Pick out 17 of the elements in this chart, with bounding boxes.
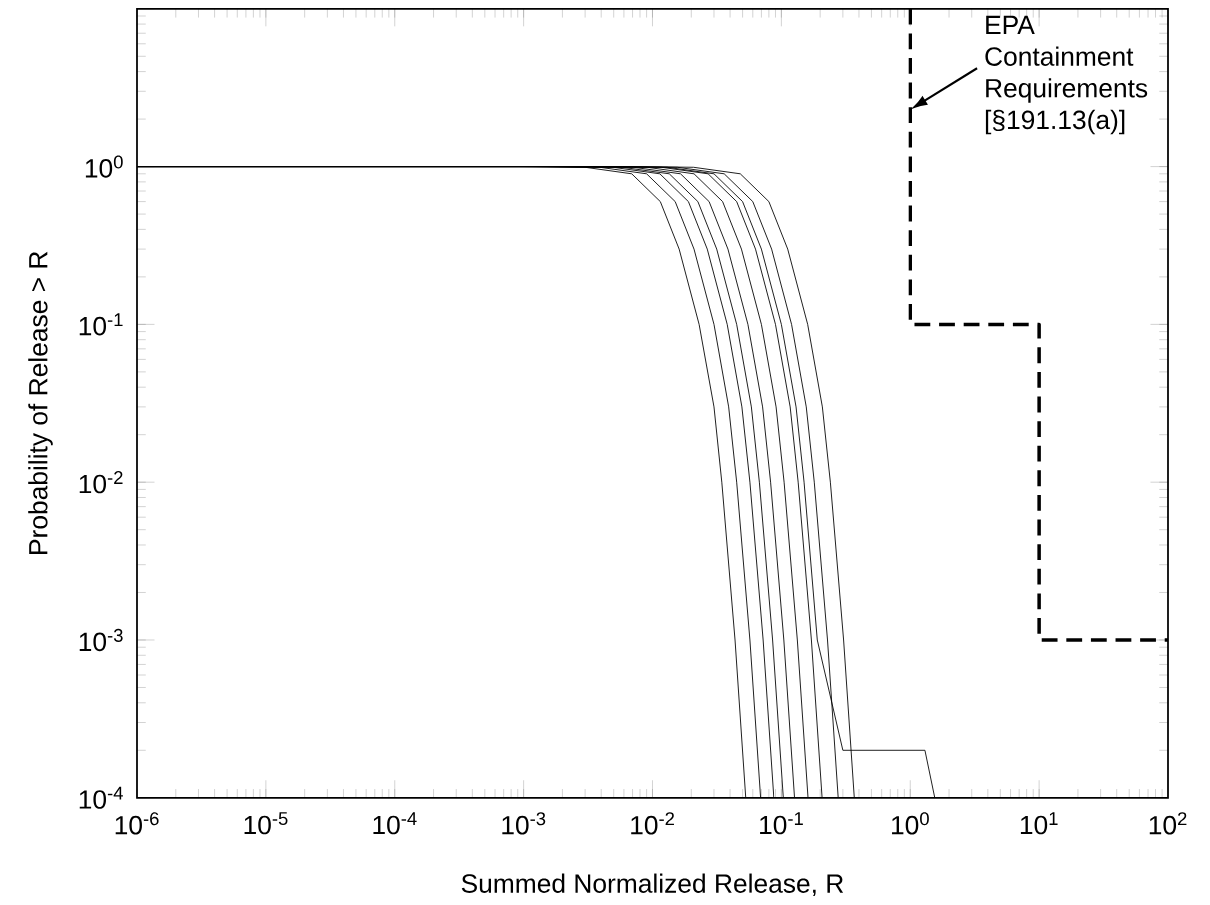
x-tick-label: 10$^{2}$	[1149, 812, 1187, 835]
y-tick-label: 10$^{0}$	[85, 155, 123, 178]
x-tick-label: 10$^{-6}$	[115, 812, 159, 835]
x-tick-label: 10$^{1}$	[1020, 812, 1058, 835]
x-tick-label: 10$^{-4}$	[373, 812, 417, 835]
x-axis-title: Summed Normalized Release, R	[461, 873, 844, 897]
x-tick-label: 10$^{-3}$	[502, 812, 546, 835]
x-tick-label: 10$^{-5}$	[244, 812, 288, 835]
y-tick-label: 10$^{-4}$	[79, 786, 123, 809]
y-tick-label: 10$^{-1}$	[79, 313, 123, 336]
y-tick-label: 10$^{-2}$	[79, 471, 123, 494]
x-tick-label: 10$^{-1}$	[760, 812, 803, 835]
x-tick-label: 10$^{0}$	[892, 812, 929, 835]
y-axis-title: Probability of Release > R	[28, 251, 53, 554]
y-tick-label: 10$^{-3}$	[79, 628, 123, 652]
x-tick-label: 10$^{-2}$	[631, 812, 674, 835]
annotation: EPA Containment Requirements [§191.13(a)]	[985, 15, 1148, 135]
